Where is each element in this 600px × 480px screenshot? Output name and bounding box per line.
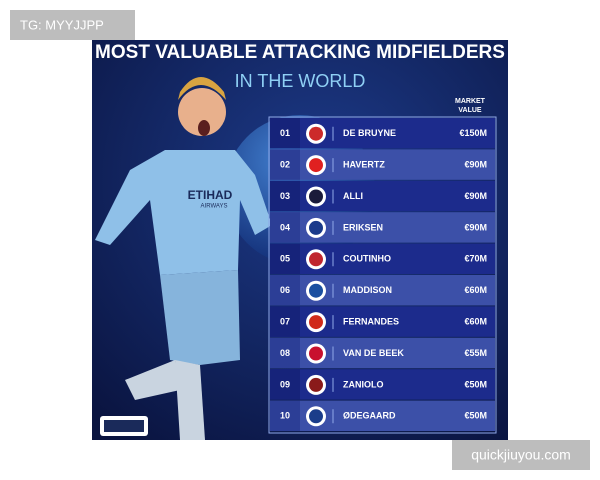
market-value: €60M [464,285,487,295]
column-header: MARKET [455,98,486,105]
market-value: €150M [459,128,487,138]
market-value: €55M [464,348,487,358]
rank: 06 [280,285,290,295]
rank: 08 [280,348,290,358]
rank-cell [270,337,300,369]
market-value: €90M [464,191,487,201]
club-badge-inner [309,315,323,330]
rank: 07 [280,316,290,326]
rank-cell [270,118,300,149]
rank: 02 [280,159,290,169]
rank-cell [270,243,300,274]
club-badge-inner [309,252,323,267]
rank: 01 [280,128,290,138]
rank-cell [270,180,300,212]
market-value: €90M [464,222,487,232]
rank: 09 [280,379,290,389]
rank-cell [270,275,300,306]
player-name: FERNANDES [343,316,399,326]
club-badge-inner [309,126,323,141]
logo-mark [104,420,144,432]
player-name: COUTINHO [343,254,391,264]
club-badge-inner [309,189,323,204]
rank-cell [270,306,300,337]
rank: 04 [280,222,290,232]
market-value: €70M [464,254,487,264]
shirt-sponsor: ETIHAD [188,188,233,202]
rank: 10 [280,411,290,421]
player-name: DE BRUYNE [343,128,396,138]
watermark-box [10,10,135,40]
club-badge-inner [309,283,323,298]
table-frame [268,116,497,434]
market-value: €60M [464,316,487,326]
club-badge-inner [309,377,323,392]
rank-cell [270,400,300,431]
subtitle: IN THE WORLD [235,71,366,91]
market-value: €50M [464,411,487,421]
shirt-sponsor-line2: AIRWAYS [201,204,228,210]
player-name: ØDEGAARD [343,411,396,421]
player-name: ALLI [343,191,363,201]
column-header: VALUE [458,107,482,114]
player-name: ERIKSEN [343,222,383,232]
rank-cell [270,149,300,180]
club-badge-inner [309,409,323,424]
title: MOST VALUABLE ATTACKING MIDFIELDERS [95,42,505,63]
market-value: €50M [464,379,487,389]
watermark: quickjiuyou.com [471,447,571,463]
club-badge-inner [309,158,323,173]
player-name: MADDISON [343,285,392,295]
player-name: HAVERTZ [343,159,385,169]
rank-cell [270,369,300,400]
player [95,77,272,440]
club-badge-inner [309,220,323,235]
row-background [270,180,495,212]
player-name: ZANIOLO [343,379,384,389]
watermark-box [452,440,590,470]
table: 01 DE BRUYNE €150M 02 HAVERTZ €90M 03 ALLI €90M 0… [270,118,495,431]
market-value: €90M [464,159,487,169]
club-badge-inner [309,346,323,361]
player-name: VAN DE BEEK [343,348,404,358]
watermark: TG: MYYJJPP [20,17,104,32]
rank: 03 [280,191,290,201]
rank: 05 [280,254,290,264]
rank-cell [270,212,300,243]
